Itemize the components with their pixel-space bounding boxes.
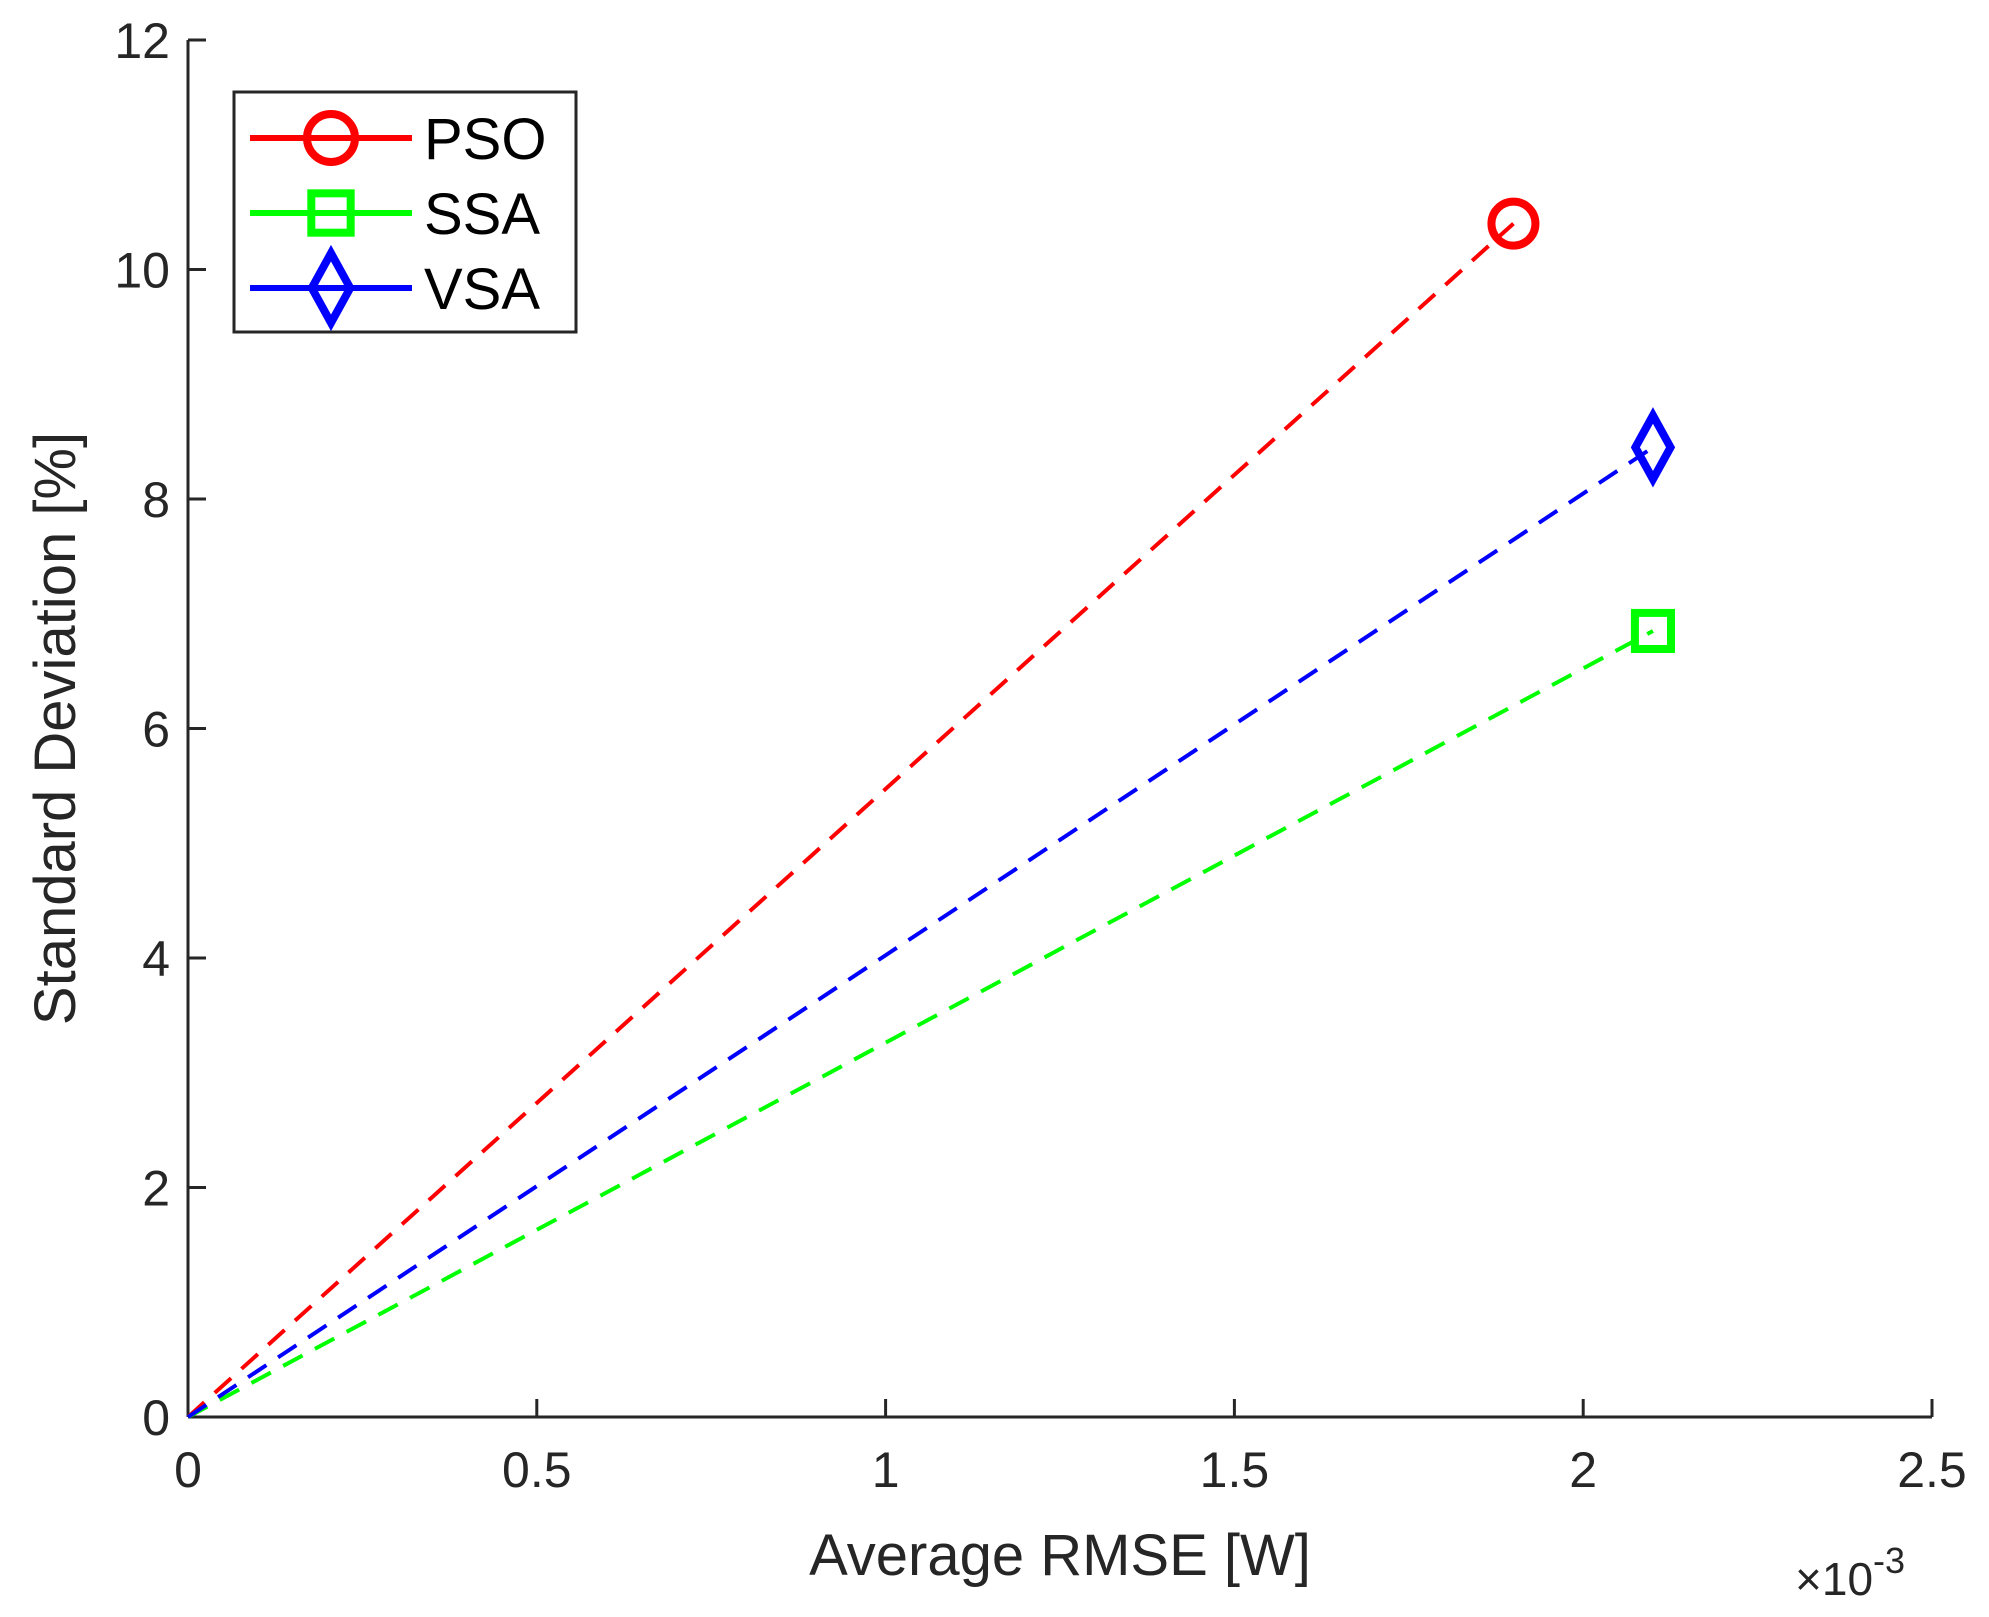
legend-label-pso: PSO [424, 107, 547, 172]
series-ssa [187, 608, 1676, 1419]
y-tick-label: 4 [142, 931, 170, 987]
ssa-marker [1630, 608, 1676, 654]
y-tick-label: 10 [114, 243, 170, 299]
vsa-marker [1630, 407, 1676, 488]
x-tick-label: 0.5 [502, 1442, 572, 1498]
legend: PSO SSA VSA [232, 90, 578, 334]
x-axis-exponent-base: ×10 [1795, 1553, 1873, 1605]
y-tick-label: 0 [142, 1390, 170, 1446]
legend-marker-ssa [307, 189, 355, 237]
y-tick-label: 12 [114, 13, 170, 69]
legend-label-ssa: SSA [424, 182, 540, 247]
legend-item-ssa: SSA [250, 182, 540, 247]
pso-line [186, 222, 1515, 1419]
series-pso [186, 197, 1540, 1419]
axes: 0 0.5 1 1.5 2 2.5 0 2 4 6 8 10 12 [114, 13, 1966, 1498]
vsa-line [186, 445, 1655, 1419]
x-axis-exponent-power: -3 [1873, 1540, 1905, 1581]
legend-marker-pso [303, 110, 359, 166]
x-axis-title: Average RMSE [W] [809, 1523, 1311, 1588]
pso-marker [1487, 197, 1540, 250]
x-tick-label: 1.5 [1200, 1442, 1270, 1498]
x-axis-exponent: ×10-3 [1795, 1540, 1905, 1605]
y-tick-label: 8 [142, 472, 170, 528]
x-tick-label: 2.5 [1897, 1442, 1967, 1498]
y-tick-label: 2 [142, 1161, 170, 1217]
x-tick-label: 0 [174, 1442, 202, 1498]
y-axis-title: Standard Deviation [%] [23, 432, 88, 1025]
series-layer [186, 197, 1676, 1419]
x-tick-label: 1 [872, 1442, 900, 1498]
series-vsa [186, 407, 1676, 1419]
x-tick-label: 2 [1569, 1442, 1597, 1498]
y-tick-label: 6 [142, 702, 170, 758]
legend-item-vsa: VSA [250, 244, 540, 332]
legend-marker-vsa [307, 244, 355, 332]
legend-label-vsa: VSA [424, 257, 540, 322]
legend-item-pso: PSO [250, 107, 547, 172]
ssa-line [187, 629, 1654, 1419]
